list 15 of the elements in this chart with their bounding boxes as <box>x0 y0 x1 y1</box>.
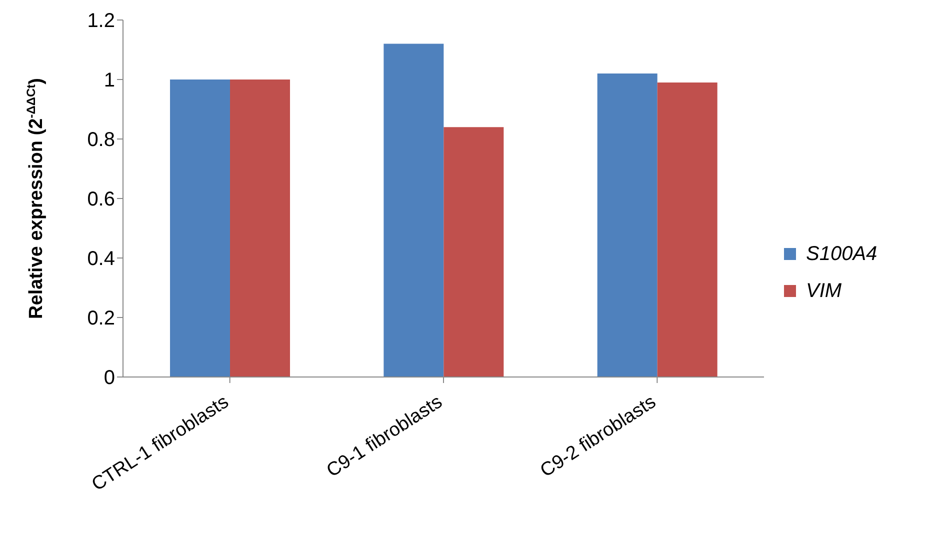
y-tick-label: 0.4 <box>87 248 115 270</box>
bar <box>444 127 504 377</box>
y-tick-label: 0 <box>104 367 115 390</box>
bar <box>657 82 718 377</box>
bar <box>384 44 444 377</box>
y-tick-label: 0.2 <box>87 308 115 330</box>
bar <box>170 80 230 377</box>
y-tick-label: 1 <box>104 70 115 92</box>
legend-label: VIM <box>806 280 842 302</box>
y-tick-label: 0.6 <box>87 188 115 211</box>
legend-label: S100A4 <box>806 242 878 266</box>
bar <box>230 80 290 377</box>
y-tick-label: 0.8 <box>87 129 115 152</box>
y-tick-label: 1.2 <box>87 10 115 32</box>
bar <box>597 74 658 377</box>
